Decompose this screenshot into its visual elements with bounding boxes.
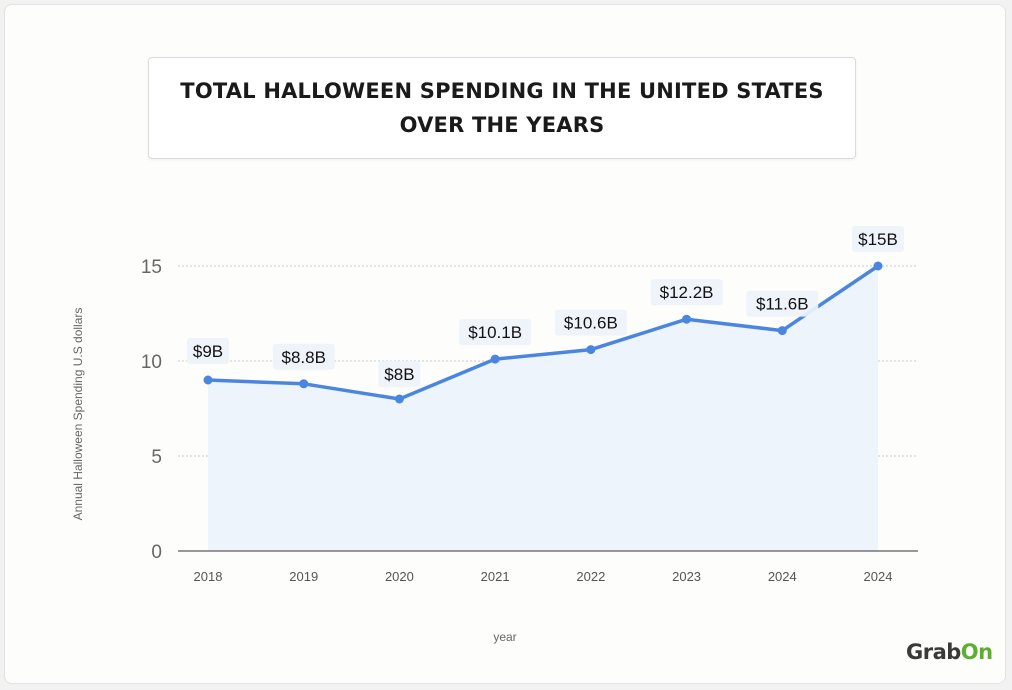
data-point (586, 345, 596, 355)
logo-on-text: On (960, 640, 993, 664)
data-labels: $9B $8.8B $8B $10.1B $10.6B $12.2B $11.6B $15B (187, 226, 904, 387)
x-tick-label: 2023 (672, 569, 701, 584)
x-axis-label: year (493, 630, 516, 644)
data-label: $12.2B (660, 283, 714, 302)
data-label: $11.6B (756, 295, 809, 314)
data-label-bg (459, 319, 532, 346)
x-tick-label: 2021 (481, 569, 510, 584)
data-label-bg (378, 361, 421, 387)
logo-grab-text: Grab (906, 640, 961, 664)
data-label-bg (650, 279, 723, 306)
data-point (394, 394, 404, 404)
data-point (490, 354, 500, 364)
x-tick-label: 2024 (864, 569, 893, 584)
chart-title-box: TOTAL HALLOWEEN SPENDING IN THE UNITED S… (148, 57, 856, 159)
data-label: $15B (858, 230, 898, 249)
data-point (682, 314, 692, 324)
area-fill-group (208, 266, 878, 551)
data-point (777, 326, 787, 336)
data-points (203, 261, 883, 404)
x-tick-label: 2020 (385, 569, 414, 584)
y-tick-label: 5 (151, 447, 162, 468)
x-tick-label: 2022 (576, 569, 605, 584)
chart-title: TOTAL HALLOWEEN SPENDING IN THE UNITED S… (180, 79, 824, 137)
data-label: $9B (193, 342, 223, 361)
data-label-bg (272, 343, 335, 370)
y-tick-label: 10 (141, 352, 162, 373)
data-label: $10.6B (564, 314, 618, 333)
series-line-group (206, 264, 880, 401)
data-label-bg (852, 226, 904, 252)
y-tick-label: 0 (151, 542, 162, 563)
data-label: $8.8B (281, 348, 325, 367)
series-line (206, 264, 880, 401)
x-tick-label: 2019 (289, 569, 318, 584)
data-label-bg (187, 338, 229, 364)
axes: 0 5 10 15 2018 2019 2020 2021 2022 2023 2024 2024 (141, 257, 918, 584)
data-label: $8B (384, 365, 414, 384)
x-tick-label: 2024 (768, 569, 797, 584)
data-point (873, 261, 883, 271)
data-label: $10.1B (468, 323, 522, 342)
data-point (203, 375, 213, 385)
data-label-bg (554, 309, 627, 336)
y-axis-label: Annual Halloween Spending U.S dollars (71, 308, 85, 521)
x-tick-label: 2018 (194, 569, 223, 584)
y-tick-label: 15 (141, 257, 162, 278)
grabon-logo: GrabOn (906, 640, 993, 664)
data-label-bg (746, 290, 819, 317)
area-fill (208, 266, 878, 551)
data-point (299, 379, 309, 389)
